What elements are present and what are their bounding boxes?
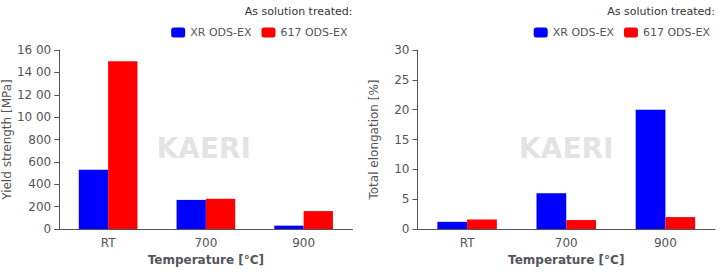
svg-text:14 00: 14 00 [17, 65, 51, 79]
svg-text:12 00: 12 00 [17, 88, 51, 102]
svg-text:10: 10 [394, 162, 409, 176]
svg-text:700: 700 [194, 236, 217, 250]
svg-text:617 ODS-EX: 617 ODS-EX [280, 26, 348, 39]
svg-text:Total elongation [%]: Total elongation [%] [367, 79, 381, 200]
svg-text:KAERI: KAERI [519, 132, 613, 165]
svg-text:0: 0 [44, 222, 52, 236]
svg-text:5: 5 [402, 192, 410, 206]
svg-text:As solution treated:: As solution treated: [245, 5, 353, 18]
svg-text:700: 700 [555, 236, 578, 250]
svg-text:KAERI: KAERI [157, 132, 251, 165]
svg-text:617 ODS-EX: 617 ODS-EX [643, 26, 711, 39]
svg-text:RT: RT [460, 236, 475, 250]
svg-text:30: 30 [394, 43, 409, 57]
svg-text:10 00: 10 00 [17, 110, 51, 124]
svg-text:900: 900 [654, 236, 677, 250]
svg-text:200: 200 [28, 200, 51, 214]
svg-text:600: 600 [28, 155, 51, 169]
svg-text:0: 0 [402, 222, 410, 236]
svg-text:XR ODS-EX: XR ODS-EX [553, 26, 615, 39]
svg-text:15: 15 [394, 133, 409, 147]
svg-text:800: 800 [28, 133, 51, 147]
svg-text:Yield strength [MPa]: Yield strength [MPa] [0, 79, 14, 201]
svg-text:RT: RT [101, 236, 116, 250]
svg-text:Temperature [°C]: Temperature [°C] [508, 253, 624, 267]
svg-text:20: 20 [394, 103, 409, 117]
svg-text:900: 900 [292, 236, 315, 250]
svg-text:As solution treated:: As solution treated: [607, 5, 715, 18]
svg-text:400: 400 [28, 177, 51, 191]
svg-text:XR ODS-EX: XR ODS-EX [190, 26, 252, 39]
svg-text:16 00: 16 00 [17, 43, 51, 57]
svg-text:Temperature [°C]: Temperature [°C] [148, 253, 264, 267]
svg-text:25: 25 [394, 73, 409, 87]
